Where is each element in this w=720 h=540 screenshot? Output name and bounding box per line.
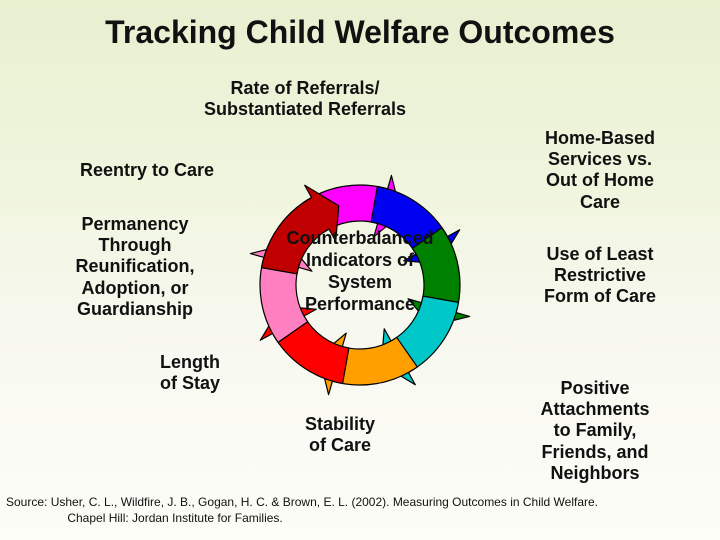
page-title: Tracking Child Welfare Outcomes [0,14,720,51]
source-line-2: Chapel Hill: Jordan Institute for Famili… [67,511,282,525]
label-top-right: Home-BasedServices vs.Out of HomeCare [500,128,700,213]
source-citation: Source: Usher, C. L., Wildfire, J. B., G… [6,494,598,526]
label-left: PermanencyThroughReunification,Adoption,… [50,214,220,320]
center-label: CounterbalancedIndicators ofSystemPerfor… [280,228,440,316]
source-line-1: Source: Usher, C. L., Wildfire, J. B., G… [6,495,598,509]
label-top: Rate of Referrals/Substantiated Referral… [165,78,445,120]
label-bot-right: PositiveAttachmentsto Family,Friends, an… [490,378,700,484]
label-bot-left: Lengthof Stay [120,352,260,394]
label-right: Use of LeastRestrictiveForm of Care [500,244,700,308]
label-top-left: Reentry to Care [42,160,252,181]
label-bottom: Stabilityof Care [260,414,420,456]
